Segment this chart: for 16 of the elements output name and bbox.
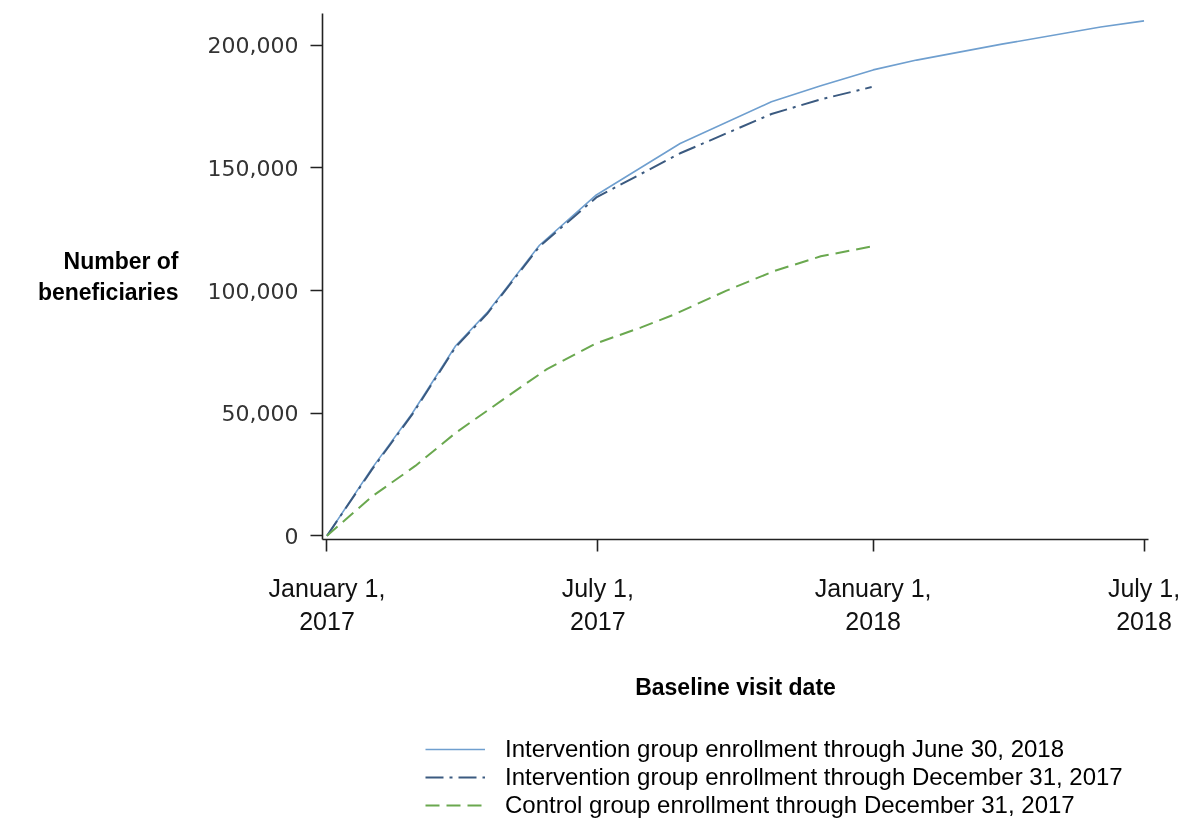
legend-label: Intervention group enrollment through December 31, 2017 (505, 763, 1123, 791)
x-axis-title: Baseline visit date (635, 674, 836, 701)
y-tick-label: 50,000 (221, 401, 299, 427)
y-tick-label: 200,000 (207, 33, 299, 59)
y-tick-label: 100,000 (207, 278, 299, 304)
x-tick-label: July 1, 2017 (561, 573, 634, 636)
legend-label: Intervention group enrollment through June 30, 2018 (505, 739, 1065, 763)
y-tick-label: 0 (284, 523, 299, 549)
line-series (325, 245, 873, 537)
y-tick-label: 150,000 (207, 155, 299, 181)
x-tick-label: January 1, 2018 (814, 573, 932, 636)
x-tick-label: January 1, 2017 (268, 573, 386, 636)
legend-label: Control group enrollment through December 31, 2017 (505, 791, 1075, 819)
y-axis-title: Number of beneficiaries (37, 247, 179, 306)
line-series (325, 86, 873, 537)
x-tick-label: July 1, 2018 (1107, 573, 1181, 636)
